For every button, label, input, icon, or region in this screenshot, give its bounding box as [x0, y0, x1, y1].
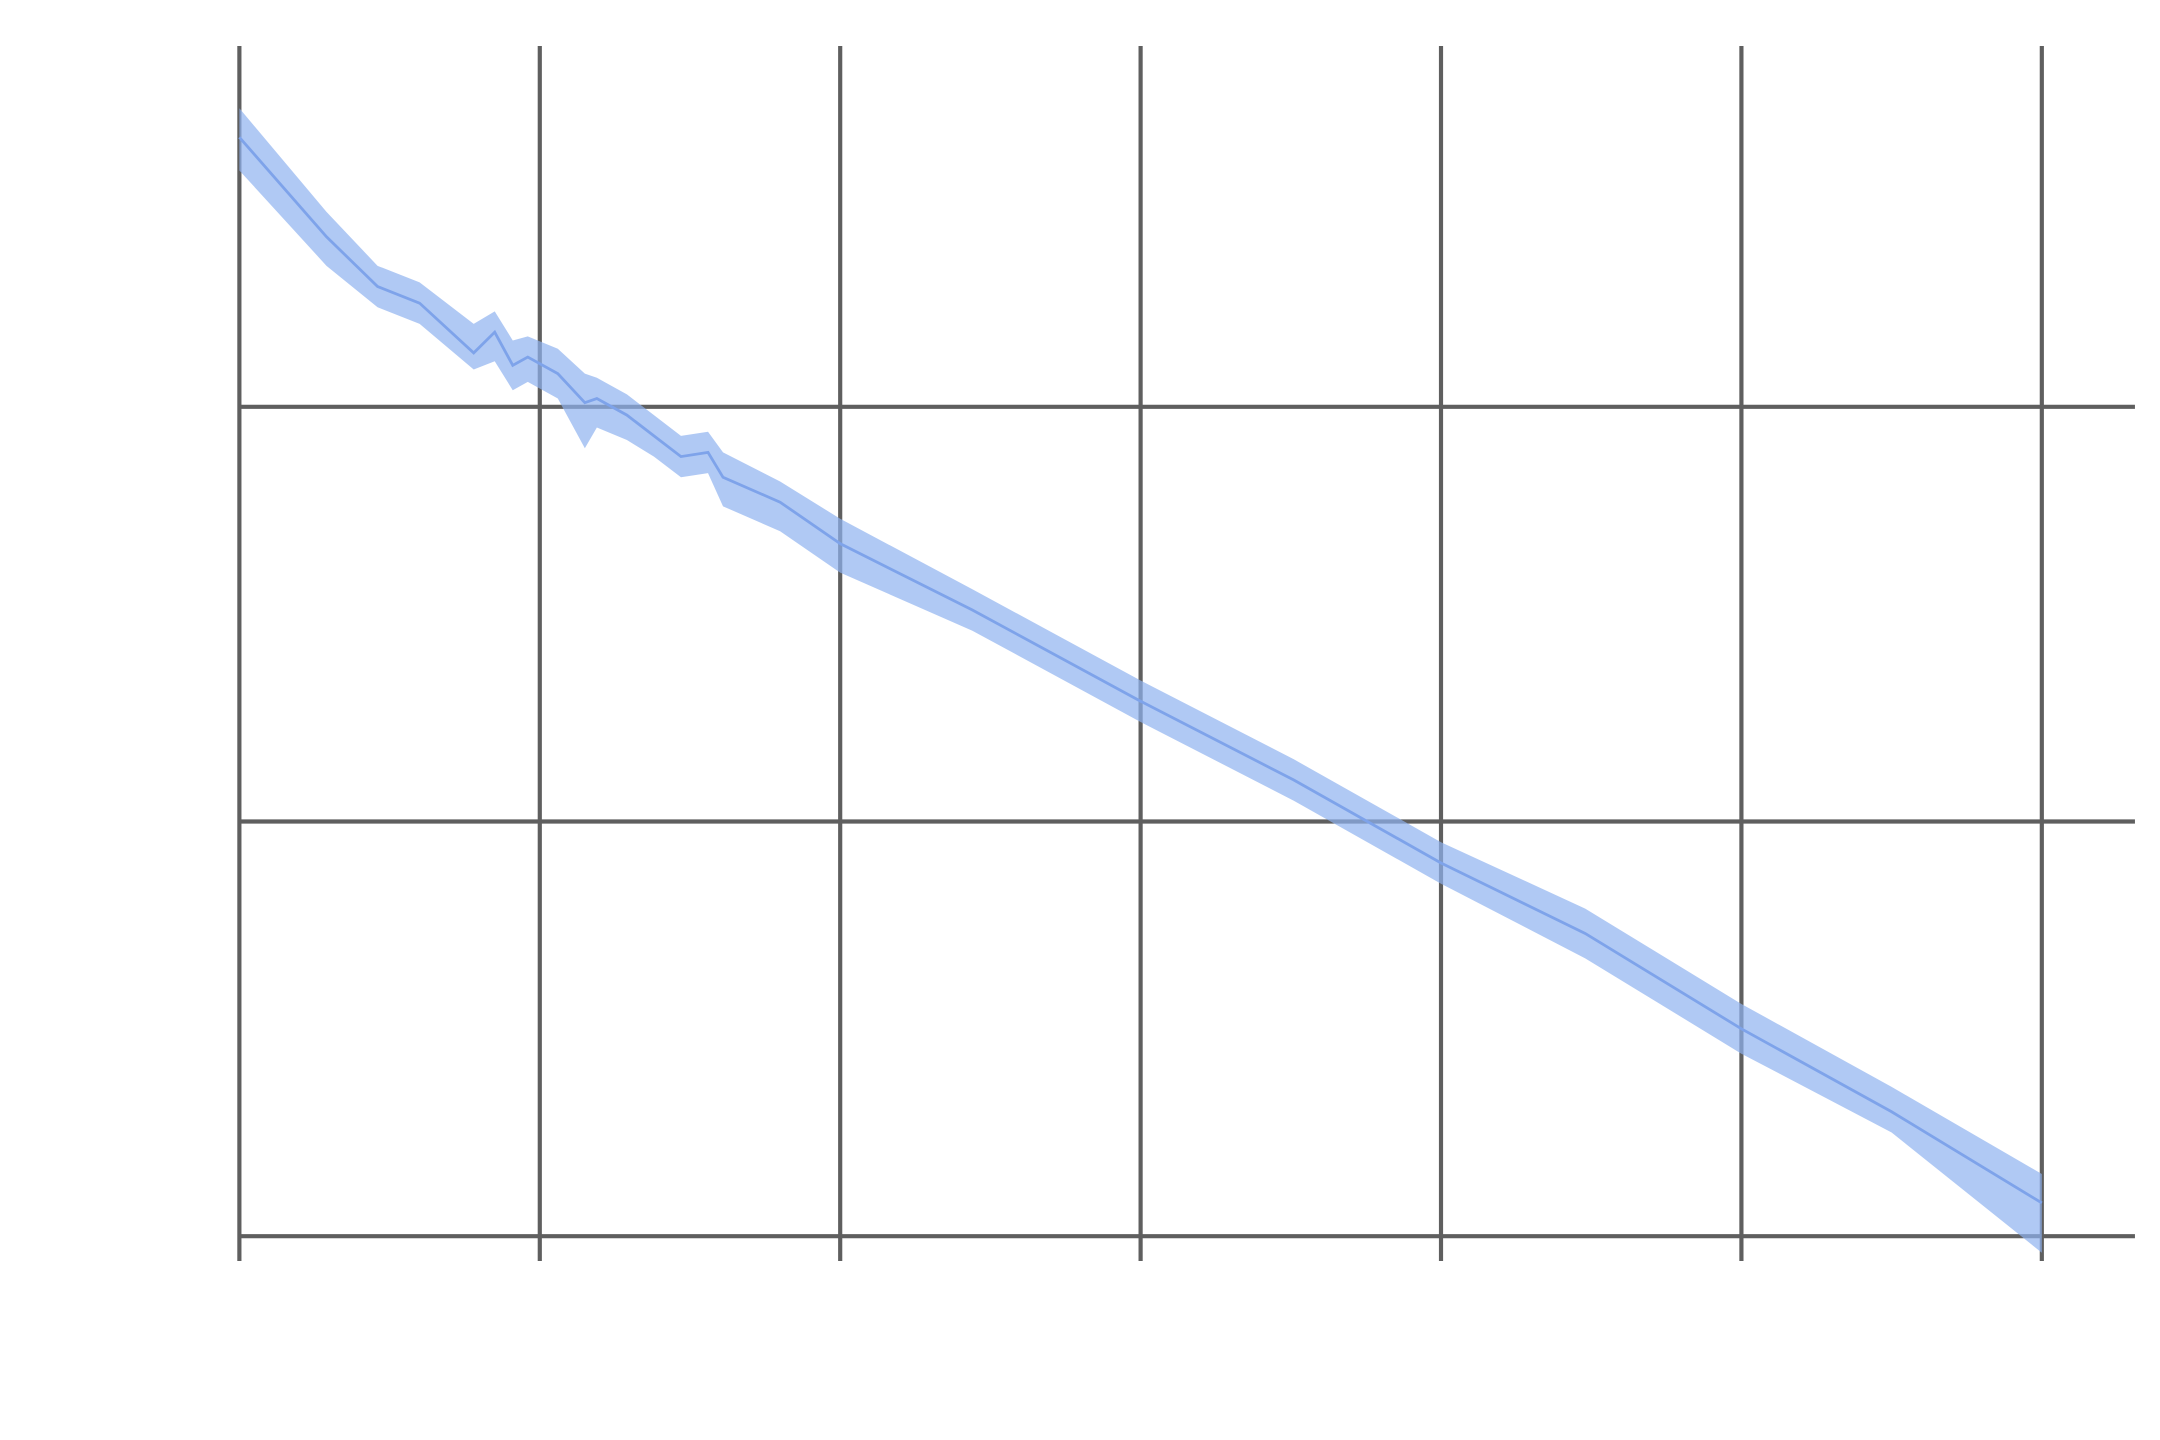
line	[238, 136, 2043, 1205]
confidence-band	[239, 108, 2042, 1253]
